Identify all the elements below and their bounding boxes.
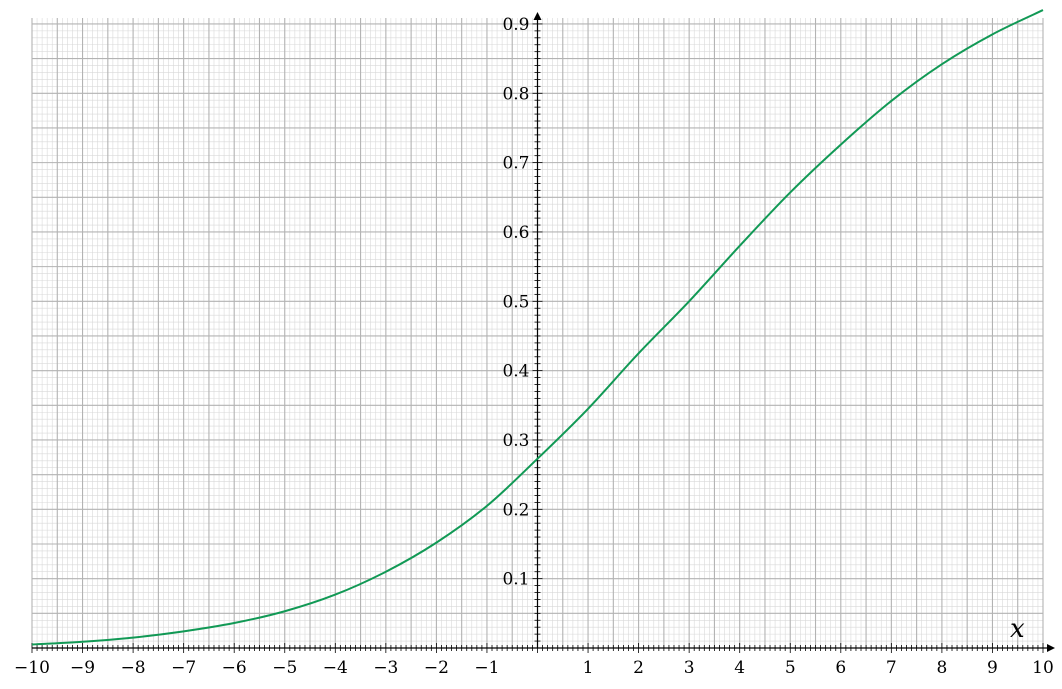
x-tick-label: 8: [936, 658, 947, 678]
y-tick-label: 0.4: [502, 362, 529, 382]
x-tick-label: −1: [474, 658, 499, 678]
series-line-0: [31, 9, 1044, 646]
y-tick-label: 0.9: [502, 15, 529, 35]
y-tick-label: 0.1: [502, 570, 529, 590]
x-tick-label: 4: [734, 658, 745, 678]
x-tick-label: −3: [373, 658, 398, 678]
x-tick-label: −2: [424, 658, 449, 678]
y-axis-arrow: [533, 12, 542, 20]
x-tick-label: −6: [222, 658, 247, 678]
x-tick-label: −10: [14, 658, 50, 678]
y-tick-label: 0.2: [502, 500, 529, 520]
x-tick-label: −8: [121, 658, 146, 678]
y-tick-label: 0.7: [502, 154, 529, 174]
x-tick-label: 2: [633, 658, 644, 678]
x-tick-label: −5: [272, 658, 297, 678]
x-tick-label: 10: [1032, 658, 1054, 678]
x-axis-label: x: [1010, 614, 1025, 644]
x-axis-arrow: [1047, 644, 1055, 652]
y-tick-label: 0.5: [502, 292, 529, 312]
x-tick-label: 6: [835, 658, 846, 678]
x-tick-label: 7: [886, 658, 897, 678]
y-tick-label: 0.8: [502, 84, 529, 104]
x-tick-label: −9: [70, 658, 95, 678]
x-tick-label: 5: [785, 658, 796, 678]
y-tick-label: 0.3: [502, 431, 529, 451]
x-tick-label: −7: [171, 658, 196, 678]
x-tick-label: 1: [583, 658, 594, 678]
axes: [31, 12, 1055, 653]
x-tick-label: 9: [987, 658, 998, 678]
curve-layer: [31, 9, 1044, 646]
labels: −10 −9 −8 −7 −6 −5 −4 −3 −2 −1 1 2 3 4 5 6 7 8 9 10 0.1 0.2 0.…: [14, 15, 1054, 678]
x-tick-label: 3: [684, 658, 695, 678]
y-tick-label: 0.6: [502, 223, 529, 243]
x-tick-label: −4: [323, 658, 348, 678]
